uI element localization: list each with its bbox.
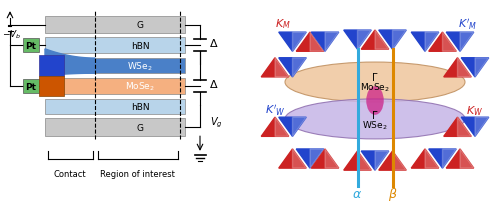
Bar — [45, 79, 185, 94]
Polygon shape — [279, 149, 306, 168]
Polygon shape — [261, 118, 289, 137]
Polygon shape — [429, 33, 456, 52]
Text: $\alpha$: $\alpha$ — [352, 187, 362, 200]
Bar — [45, 17, 185, 34]
Polygon shape — [379, 31, 406, 50]
Polygon shape — [296, 33, 324, 52]
Text: Region of interest: Region of interest — [100, 169, 175, 178]
Polygon shape — [310, 149, 324, 168]
Polygon shape — [425, 33, 439, 52]
Text: $K'_M$: $K'_M$ — [458, 17, 477, 32]
Bar — [22, 39, 39, 53]
Polygon shape — [429, 149, 456, 168]
Polygon shape — [311, 33, 339, 52]
Polygon shape — [310, 33, 324, 52]
Bar — [39, 56, 64, 76]
Polygon shape — [279, 33, 306, 52]
Text: Pt: Pt — [25, 41, 36, 50]
Polygon shape — [275, 118, 289, 137]
Text: $\Gamma$: $\Gamma$ — [372, 108, 378, 120]
Polygon shape — [311, 149, 339, 168]
Polygon shape — [296, 149, 324, 168]
Bar — [45, 38, 185, 53]
Polygon shape — [279, 118, 306, 137]
Polygon shape — [425, 149, 439, 168]
Bar — [22, 80, 39, 94]
Polygon shape — [279, 58, 306, 78]
Text: Δ: Δ — [210, 80, 218, 90]
Text: MoSe$_2$: MoSe$_2$ — [125, 81, 155, 93]
Polygon shape — [375, 151, 389, 170]
Polygon shape — [458, 58, 471, 78]
Polygon shape — [411, 149, 439, 168]
Bar — [45, 59, 185, 74]
Ellipse shape — [285, 99, 465, 139]
Bar — [45, 100, 185, 115]
Polygon shape — [325, 33, 339, 52]
Polygon shape — [325, 149, 339, 168]
Text: Pt: Pt — [25, 82, 36, 91]
Text: $-V_b$: $-V_b$ — [2, 29, 22, 41]
Polygon shape — [460, 149, 474, 168]
Polygon shape — [358, 31, 371, 50]
Ellipse shape — [366, 87, 384, 115]
Polygon shape — [460, 33, 474, 52]
Polygon shape — [461, 58, 489, 78]
Polygon shape — [275, 58, 289, 78]
Polygon shape — [292, 149, 306, 168]
Polygon shape — [475, 58, 489, 78]
Polygon shape — [379, 151, 406, 170]
Polygon shape — [444, 58, 471, 78]
Text: $K_M$: $K_M$ — [274, 18, 290, 31]
Polygon shape — [344, 31, 371, 50]
Text: G: G — [136, 21, 143, 30]
Text: WSe$_2$: WSe$_2$ — [127, 60, 153, 72]
Text: $K_W$: $K_W$ — [466, 103, 483, 117]
Polygon shape — [392, 31, 406, 50]
Polygon shape — [475, 118, 489, 137]
Polygon shape — [461, 118, 489, 137]
Text: G: G — [136, 123, 143, 132]
Text: hBN: hBN — [130, 103, 150, 112]
Polygon shape — [411, 33, 439, 52]
Polygon shape — [442, 33, 456, 52]
Text: $V_g$: $V_g$ — [210, 115, 222, 130]
Bar — [39, 76, 64, 97]
Text: MoSe$_2$: MoSe$_2$ — [360, 82, 390, 94]
Text: $\Gamma$: $\Gamma$ — [372, 71, 378, 82]
Text: WSe$_2$: WSe$_2$ — [362, 119, 388, 132]
Polygon shape — [361, 151, 389, 170]
Ellipse shape — [285, 63, 465, 102]
Text: hBN: hBN — [130, 41, 150, 50]
Text: $K'_W$: $K'_W$ — [264, 103, 285, 118]
Polygon shape — [261, 58, 289, 78]
Polygon shape — [442, 149, 456, 168]
Text: $\beta$: $\beta$ — [388, 185, 398, 202]
Polygon shape — [446, 149, 474, 168]
Polygon shape — [392, 151, 406, 170]
Polygon shape — [344, 151, 371, 170]
Text: Δ: Δ — [210, 39, 218, 49]
Polygon shape — [292, 58, 306, 78]
Text: Contact: Contact — [54, 169, 86, 178]
Polygon shape — [358, 151, 371, 170]
Polygon shape — [444, 118, 471, 137]
Bar — [45, 119, 185, 136]
Polygon shape — [361, 31, 389, 50]
Polygon shape — [446, 33, 474, 52]
Polygon shape — [292, 33, 306, 52]
Polygon shape — [458, 118, 471, 137]
Polygon shape — [45, 50, 95, 76]
Polygon shape — [375, 31, 389, 50]
Polygon shape — [292, 118, 306, 137]
